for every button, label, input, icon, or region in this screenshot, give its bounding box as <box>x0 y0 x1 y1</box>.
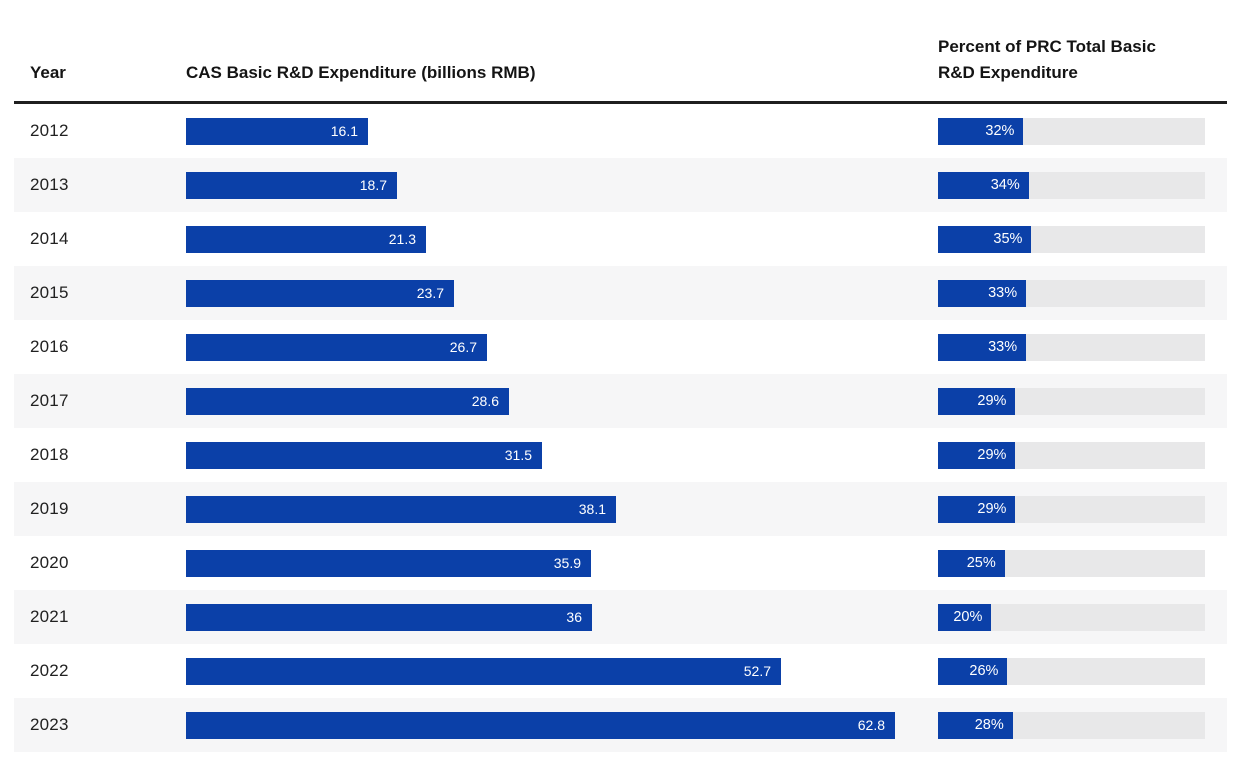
expenditure-bar: 26.7 <box>186 333 487 361</box>
table-row: 2016 26.7 33% <box>14 320 1227 374</box>
col-header-percent: Percent of PRC Total Basic R&D Expenditu… <box>938 34 1227 86</box>
year-label: 2014 <box>30 229 69 248</box>
percent-bar-fill: 33% <box>938 333 1027 361</box>
year-label: 2022 <box>30 661 69 680</box>
percent-bar-fill: 32% <box>938 117 1024 145</box>
table-row: 2022 52.7 26% <box>14 644 1227 698</box>
percent-bar-track: 28% <box>938 711 1205 739</box>
percent-value-label: 28% <box>974 717 1004 733</box>
percent-value-label: 25% <box>966 555 996 571</box>
table-header-row: Year CAS Basic R&D Expenditure (billions… <box>14 0 1227 104</box>
percent-bar-track: 33% <box>938 333 1205 361</box>
expenditure-value-label: 52.7 <box>743 663 771 679</box>
expenditure-value-label: 28.6 <box>471 393 499 409</box>
percent-bar-track: 20% <box>938 603 1205 631</box>
year-label: 2013 <box>30 175 69 194</box>
table-row: 2012 16.1 32% <box>14 104 1227 158</box>
table-row: 2019 38.1 29% <box>14 482 1227 536</box>
percent-value-label: 33% <box>988 285 1018 301</box>
percent-bar-fill: 29% <box>938 495 1016 523</box>
table-row: 2013 18.7 34% <box>14 158 1227 212</box>
table-row: 2023 62.8 28% <box>14 698 1227 752</box>
year-label: 2018 <box>30 445 69 464</box>
percent-value-label: 33% <box>988 339 1018 355</box>
year-label: 2016 <box>30 337 69 356</box>
expenditure-value-label: 16.1 <box>330 123 358 139</box>
expenditure-bar: 35.9 <box>186 549 591 577</box>
table-row: 2014 21.3 35% <box>14 212 1227 266</box>
expenditure-bar: 36 <box>186 603 592 631</box>
expenditure-bar: 62.8 <box>186 711 895 739</box>
col-header-percent-text: Percent of PRC Total Basic R&D Expenditu… <box>938 37 1156 82</box>
expenditure-value-label: 26.7 <box>449 339 477 355</box>
expenditure-value-label: 23.7 <box>416 285 444 301</box>
cas-rd-expenditure-table: Year CAS Basic R&D Expenditure (billions… <box>14 0 1227 752</box>
percent-value-label: 29% <box>977 393 1007 409</box>
percent-bar-fill: 29% <box>938 387 1016 415</box>
table-row: 2015 23.7 33% <box>14 266 1227 320</box>
year-label: 2012 <box>30 121 69 140</box>
percent-bar-fill: 25% <box>938 549 1005 577</box>
percent-bar-track: 33% <box>938 279 1205 307</box>
expenditure-bar: 23.7 <box>186 279 454 307</box>
percent-bar-track: 29% <box>938 387 1205 415</box>
percent-value-label: 29% <box>977 447 1007 463</box>
percent-value-label: 34% <box>990 177 1020 193</box>
percent-bar-fill: 34% <box>938 171 1029 199</box>
year-label: 2020 <box>30 553 69 572</box>
percent-value-label: 32% <box>985 123 1015 139</box>
percent-bar-track: 29% <box>938 495 1205 523</box>
year-label: 2023 <box>30 715 69 734</box>
percent-bar-track: 25% <box>938 549 1205 577</box>
expenditure-value-label: 21.3 <box>388 231 416 247</box>
expenditure-value-label: 18.7 <box>359 177 387 193</box>
percent-value-label: 20% <box>953 609 983 625</box>
expenditure-value-label: 31.5 <box>504 447 532 463</box>
percent-bar-fill: 33% <box>938 279 1027 307</box>
expenditure-value-label: 62.8 <box>857 717 885 733</box>
expenditure-value-label: 38.1 <box>578 501 606 517</box>
percent-value-label: 29% <box>977 501 1007 517</box>
expenditure-bar: 31.5 <box>186 441 542 469</box>
expenditure-bar: 38.1 <box>186 495 616 523</box>
table-row: 2018 31.5 29% <box>14 428 1227 482</box>
percent-bar-track: 26% <box>938 657 1205 685</box>
expenditure-bar: 52.7 <box>186 657 781 685</box>
percent-value-label: 26% <box>969 663 999 679</box>
percent-bar-track: 35% <box>938 225 1205 253</box>
expenditure-value-label: 36 <box>566 609 582 625</box>
percent-bar-track: 29% <box>938 441 1205 469</box>
expenditure-bar: 28.6 <box>186 387 509 415</box>
expenditure-value-label: 35.9 <box>553 555 581 571</box>
percent-bar-track: 34% <box>938 171 1205 199</box>
year-label: 2017 <box>30 391 69 410</box>
table-row: 2021 36 20% <box>14 590 1227 644</box>
percent-bar-fill: 20% <box>938 603 992 631</box>
table-row: 2017 28.6 29% <box>14 374 1227 428</box>
expenditure-bar: 21.3 <box>186 225 426 253</box>
percent-bar-fill: 35% <box>938 225 1032 253</box>
year-label: 2019 <box>30 499 69 518</box>
year-label: 2015 <box>30 283 69 302</box>
percent-bar-track: 32% <box>938 117 1205 145</box>
percent-bar-fill: 26% <box>938 657 1008 685</box>
percent-bar-fill: 28% <box>938 711 1013 739</box>
expenditure-bar: 18.7 <box>186 171 397 199</box>
table-row: 2020 35.9 25% <box>14 536 1227 590</box>
year-label: 2021 <box>30 607 69 626</box>
expenditure-bar: 16.1 <box>186 117 368 145</box>
table-body: 2012 16.1 32% 2013 18.7 3 <box>14 104 1227 752</box>
col-header-expenditure: CAS Basic R&D Expenditure (billions RMB) <box>186 63 536 82</box>
percent-value-label: 35% <box>993 231 1023 247</box>
percent-bar-fill: 29% <box>938 441 1016 469</box>
col-header-year: Year <box>30 63 66 82</box>
